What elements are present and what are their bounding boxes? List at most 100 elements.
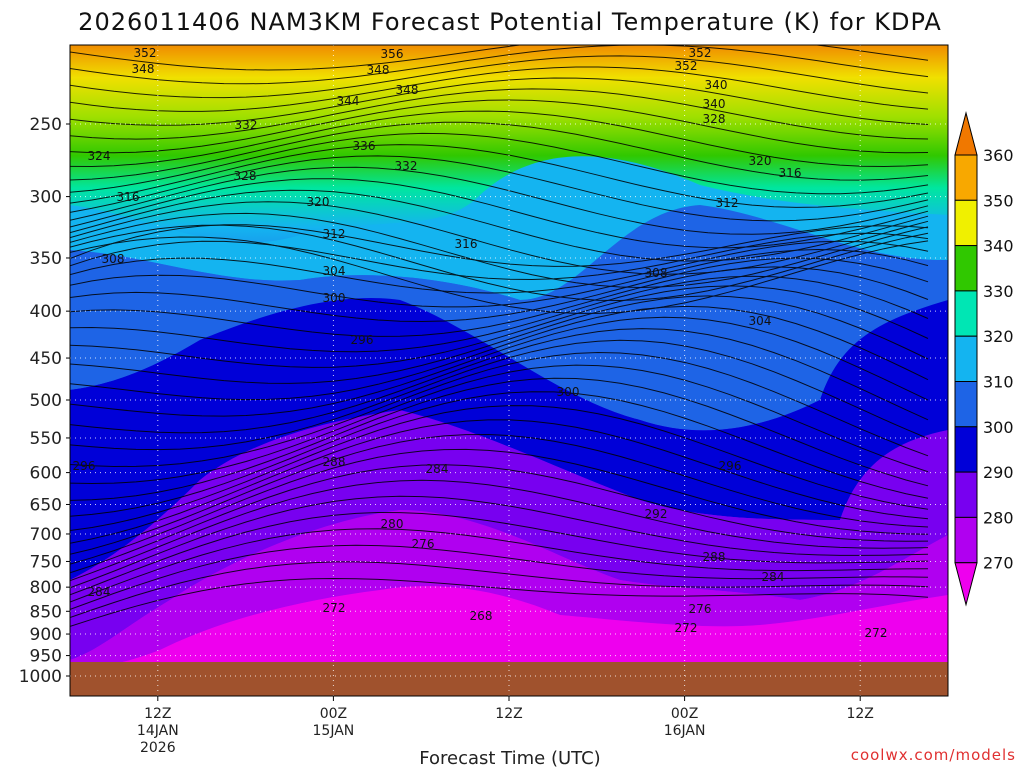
band-light-blue — [70, 156, 948, 300]
x-tick-label: 16JAN — [664, 723, 706, 739]
isoline — [70, 248, 929, 308]
y-tick-label: 1000 — [19, 667, 62, 687]
isoline — [70, 201, 929, 275]
colorbar-segment — [954, 516, 978, 564]
contour-label: 272 — [675, 621, 698, 635]
colorbar-segment — [954, 290, 978, 337]
isoline — [70, 45, 929, 71]
x-tick-label: 15JAN — [313, 723, 355, 739]
contour-labels: 352 356 352 348 348 352 348 340 344 340 332 328 324 3… — [73, 46, 888, 640]
contour-label: 288 — [323, 455, 346, 469]
isoline — [70, 178, 929, 249]
colorbar-tick-label: 270 — [983, 554, 1014, 573]
isoline — [70, 577, 929, 627]
isoline — [70, 433, 929, 555]
contour-label: 328 — [234, 169, 257, 183]
contour-label: 312 — [323, 227, 346, 241]
y-tick-label: 300 — [30, 188, 62, 208]
isoline — [70, 305, 929, 401]
contour-label: 296 — [73, 459, 96, 473]
gridlines — [70, 45, 948, 696]
isoline — [70, 351, 929, 468]
colorbar-segment — [954, 245, 978, 292]
contour-label: 308 — [645, 266, 668, 280]
contour-label: 268 — [470, 609, 493, 623]
band-magenta — [70, 586, 948, 668]
contour-label: 296 — [351, 333, 374, 347]
contour-label: 352 — [134, 46, 157, 60]
isoline — [70, 364, 929, 485]
isoline — [70, 66, 929, 112]
isoline — [70, 377, 929, 501]
contour-label: 320 — [749, 154, 772, 168]
contour-label: 316 — [455, 237, 478, 251]
contour-label: 284 — [762, 570, 785, 584]
isoline — [70, 166, 929, 235]
band-mid-blue — [70, 205, 948, 431]
colorbar-segment — [954, 335, 978, 383]
credit-text: coolwx.com/models — [851, 746, 1016, 764]
y-tick-label: 450 — [30, 349, 62, 369]
x-tick-label: 00Z — [320, 706, 347, 722]
contour-label: 336 — [353, 139, 376, 153]
y-tick-label: 950 — [30, 647, 62, 667]
contour-label: 304 — [323, 264, 346, 278]
isoline — [70, 155, 929, 222]
contour-label: 312 — [716, 196, 739, 210]
contour-label: 320 — [307, 195, 330, 209]
x-tick-label: 12Z — [846, 706, 873, 722]
isoline — [70, 391, 929, 517]
y-tick-label: 900 — [30, 625, 62, 645]
isoline — [70, 328, 929, 434]
isoline — [70, 528, 929, 603]
contour-label: 276 — [689, 602, 712, 616]
x-tick-label: 12Z — [495, 706, 522, 722]
plot-area: 352 356 352 348 348 352 348 340 344 340 332 328 324 3… — [70, 45, 948, 696]
contour-label: 344 — [337, 94, 360, 108]
contour-label: 272 — [865, 626, 888, 640]
isoline — [70, 479, 929, 582]
colorbar: 360 350 340 330 320 310 300 290 280 270 — [954, 111, 1014, 607]
contour-label: 348 — [132, 62, 155, 76]
isoline — [70, 275, 929, 353]
isoline — [70, 132, 929, 195]
contour-label: 304 — [749, 314, 772, 328]
colorbar-tick-label: 310 — [983, 373, 1014, 392]
colorbar-tick-label: 320 — [983, 327, 1014, 346]
colorbar-tick-label: 330 — [983, 282, 1014, 301]
contour-label: 300 — [323, 291, 346, 305]
band-dark-blue — [70, 298, 948, 580]
colorbar-top-arrow — [954, 111, 978, 156]
isoline — [70, 236, 929, 314]
isoline — [70, 189, 929, 262]
contour-label: 296 — [719, 459, 742, 473]
x-axis-label: Forecast Time (UTC) — [419, 748, 600, 768]
colorbar-bottom-arrow — [954, 562, 978, 607]
colorbar-segment — [954, 199, 978, 247]
contour-label: 352 — [675, 59, 698, 73]
contour-label: 292 — [645, 507, 668, 521]
isoline — [70, 285, 929, 368]
contour-label: 356 — [381, 47, 404, 61]
contour-label: 348 — [367, 63, 390, 77]
isoline — [70, 55, 929, 99]
isoline — [70, 561, 929, 618]
colorbar-tick-label: 340 — [983, 237, 1014, 256]
contour-label: 332 — [395, 159, 418, 173]
y-tick-label: 800 — [30, 578, 62, 598]
x-tick-label: 00Z — [671, 706, 698, 722]
contour-label: 348 — [396, 83, 419, 97]
isoline — [70, 495, 929, 589]
isoline — [70, 240, 929, 294]
colorbar-tick-label: 280 — [983, 508, 1014, 527]
contour-label: 352 — [689, 46, 712, 60]
contour-label: 324 — [88, 149, 111, 163]
y-tick-label: 600 — [30, 464, 62, 484]
y-tick-label: 650 — [30, 495, 62, 515]
isolines — [70, 45, 929, 627]
isoline — [70, 448, 929, 565]
contour-label: 332 — [235, 118, 258, 132]
colorbar-segment — [954, 154, 978, 201]
contour-label: 276 — [412, 537, 435, 551]
